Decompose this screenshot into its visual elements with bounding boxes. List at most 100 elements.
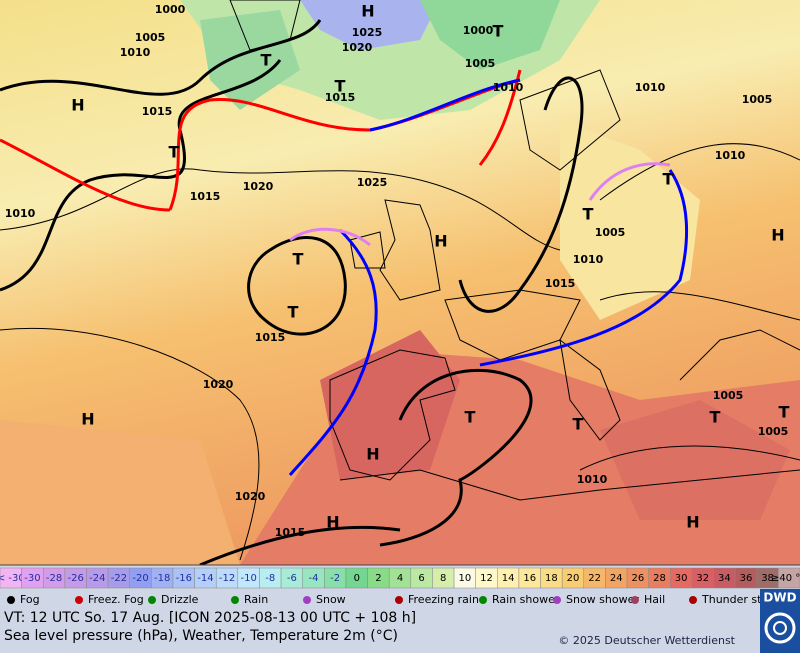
- weather-icon: [148, 596, 156, 604]
- description: Sea level pressure (hPa), Weather, Tempe…: [4, 628, 398, 644]
- scale-label: 2: [375, 573, 381, 584]
- isobar-label: 1010: [5, 207, 36, 220]
- weather-icon: [553, 596, 561, 604]
- scale-label: 24: [610, 573, 623, 584]
- isobar-label: 1010: [577, 473, 608, 486]
- valid-time: VT: 12 UTC So. 17 Aug. [ICON 2025-08-13 …: [4, 610, 416, 626]
- scale-label: 14: [502, 573, 515, 584]
- pressure-center: T: [710, 408, 721, 427]
- map-labels: 1000 1005 1010 1015 1020 1025 1015 1010 1025 1020…: [5, 2, 790, 540]
- isobar-label: 1015: [255, 331, 286, 344]
- isobar-label: 1005: [465, 57, 496, 70]
- pressure-center: H: [326, 513, 339, 532]
- pressure-center: T: [293, 250, 304, 269]
- scale-label: 8: [440, 573, 446, 584]
- weather-icon: [303, 596, 311, 604]
- isobar-label: 1015: [545, 277, 576, 290]
- pressure-center: H: [81, 410, 94, 429]
- scale-label: 32: [696, 573, 709, 584]
- weather-icon: [7, 596, 15, 604]
- isobar-label: 1005: [742, 93, 773, 106]
- weather-label: Hail: [644, 593, 665, 606]
- isobar-label: 1010: [493, 81, 524, 94]
- scale-label: 38: [761, 573, 774, 584]
- pressure-center: T: [573, 415, 584, 434]
- weather-label: Drizzle: [161, 593, 199, 606]
- weather-icon: [631, 596, 639, 604]
- scale-label: -4: [309, 573, 319, 584]
- scale-label: 18: [545, 573, 558, 584]
- scale-label: ≥40 °C: [771, 573, 800, 584]
- scale-label: -12: [219, 573, 235, 584]
- scale-label: -30: [24, 573, 40, 584]
- fronts: [0, 69, 688, 476]
- scale-label: 20: [567, 573, 580, 584]
- scale-label: 12: [480, 573, 493, 584]
- pressure-center: T: [583, 205, 594, 224]
- pressure-center: T: [261, 51, 272, 70]
- isobar-label: 1025: [352, 26, 383, 39]
- isobar-label: 1020: [235, 490, 266, 503]
- scale-label: 10: [458, 573, 471, 584]
- isobar-label: 1025: [357, 176, 388, 189]
- isobar-label: 1000: [463, 24, 494, 37]
- scale-label: -6: [287, 573, 297, 584]
- legend: < -30 -30 -28 -26 -24 -22 -20 -18 -16 -14 -12 -10 -8…: [0, 564, 800, 653]
- isobar-label: 1015: [275, 526, 306, 539]
- scale-label: -28: [46, 573, 62, 584]
- weather-label: Snow: [316, 593, 346, 606]
- scale-label: 16: [523, 573, 536, 584]
- scale-label: 22: [588, 573, 601, 584]
- isobar-label: 1020: [203, 378, 234, 391]
- weather-label: Rain: [244, 593, 268, 606]
- isobar-label: 1005: [135, 31, 166, 44]
- pressure-center: T: [779, 403, 790, 422]
- scale-label: -24: [89, 573, 105, 584]
- weather-icon: [231, 596, 239, 604]
- isobar-label: 1020: [243, 180, 274, 193]
- weather-label: Rain shower: [492, 593, 560, 606]
- weather-icon: [689, 596, 697, 604]
- isobar-label: 1010: [635, 81, 666, 94]
- pressure-center: T: [169, 143, 180, 162]
- isobar-label: 1010: [715, 149, 746, 162]
- pressure-center: H: [71, 96, 84, 115]
- scale-label: 30: [675, 573, 688, 584]
- isobar-label: 1010: [120, 46, 151, 59]
- isobar-label: 1000: [155, 3, 186, 16]
- scale-label: -2: [330, 573, 340, 584]
- pressure-center: H: [361, 2, 374, 21]
- scale-label: -22: [111, 573, 127, 584]
- scale-label: 36: [740, 573, 753, 584]
- isobar-label: 1005: [713, 389, 744, 402]
- pressure-center: H: [434, 232, 447, 251]
- weather-label: Freez. Fog: [88, 593, 144, 606]
- scale-label: -20: [132, 573, 148, 584]
- weather-icon: [395, 596, 403, 604]
- isobar-label: 1005: [758, 425, 789, 438]
- scale-label: -10: [240, 573, 256, 584]
- scale-label: -8: [265, 573, 275, 584]
- scale-label: 28: [653, 573, 666, 584]
- scale-label: -26: [68, 573, 84, 584]
- pressure-center: T: [493, 22, 504, 41]
- isobar-label: 1020: [342, 41, 373, 54]
- scale-label: 0: [354, 573, 360, 584]
- weather-label: Snow shower: [566, 593, 639, 606]
- pressure-center: H: [771, 226, 784, 245]
- scale-label: 6: [418, 573, 424, 584]
- scale-label: 4: [397, 573, 403, 584]
- weather-label: Fog: [20, 593, 40, 606]
- scale-label: < -30: [0, 573, 25, 584]
- scale-label: -14: [197, 573, 213, 584]
- pressure-center: H: [686, 513, 699, 532]
- isobar-label: 1005: [595, 226, 626, 239]
- pressure-center: H: [366, 445, 379, 464]
- weather-label: Freezing rain: [408, 593, 479, 606]
- weather-icon: [479, 596, 487, 604]
- scale-label: -18: [154, 573, 170, 584]
- pressure-center: T: [335, 77, 346, 96]
- isobars: [0, 19, 800, 567]
